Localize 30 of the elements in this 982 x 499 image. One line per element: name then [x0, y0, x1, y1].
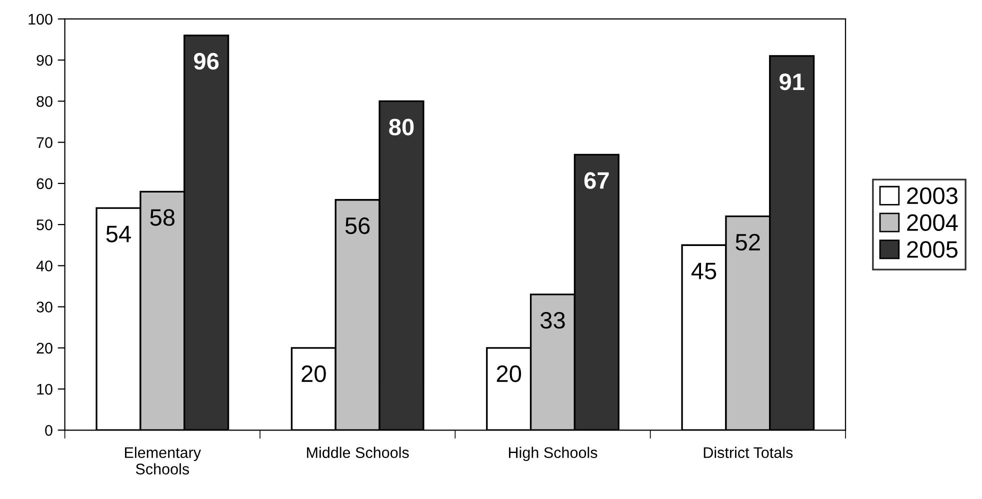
x-tick-label: District Totals [704, 446, 793, 458]
legend-label: 2003 [907, 187, 958, 204]
data-label: 67 [584, 172, 609, 189]
data-label: 96 [194, 52, 219, 70]
legend-label: 2005 [907, 241, 958, 258]
y-tick-label: 40 [36, 260, 52, 272]
y-tick-label: 30 [36, 302, 52, 312]
data-label: 20 [496, 365, 522, 382]
y-tick-label: 50 [36, 219, 52, 230]
y-tick-label: 20 [36, 342, 52, 354]
x-tick-label: Elementary Schools [125, 446, 202, 474]
x-tick-label: High Schools [508, 446, 598, 462]
data-label: 45 [691, 262, 716, 280]
y-tick-label: 10 [37, 384, 52, 395]
legend-label: 2004 [907, 214, 958, 231]
data-label: 52 [736, 234, 760, 251]
data-label: 91 [780, 73, 804, 90]
data-label: 56 [345, 217, 370, 234]
x-tick-label: Middle Schools [307, 446, 409, 458]
y-tick-label: 90 [36, 54, 52, 66]
y-tick-label: 100 [28, 14, 52, 25]
y-tick-label: 70 [36, 137, 52, 148]
data-label: 20 [302, 365, 326, 382]
y-tick-label: 0 [45, 425, 52, 436]
data-label: 33 [540, 312, 565, 329]
data-label: 54 [106, 226, 131, 242]
data-label: 58 [150, 209, 175, 226]
y-tick-label: 80 [36, 96, 52, 107]
y-tick-label: 60 [36, 178, 52, 190]
data-label: 80 [389, 118, 414, 136]
